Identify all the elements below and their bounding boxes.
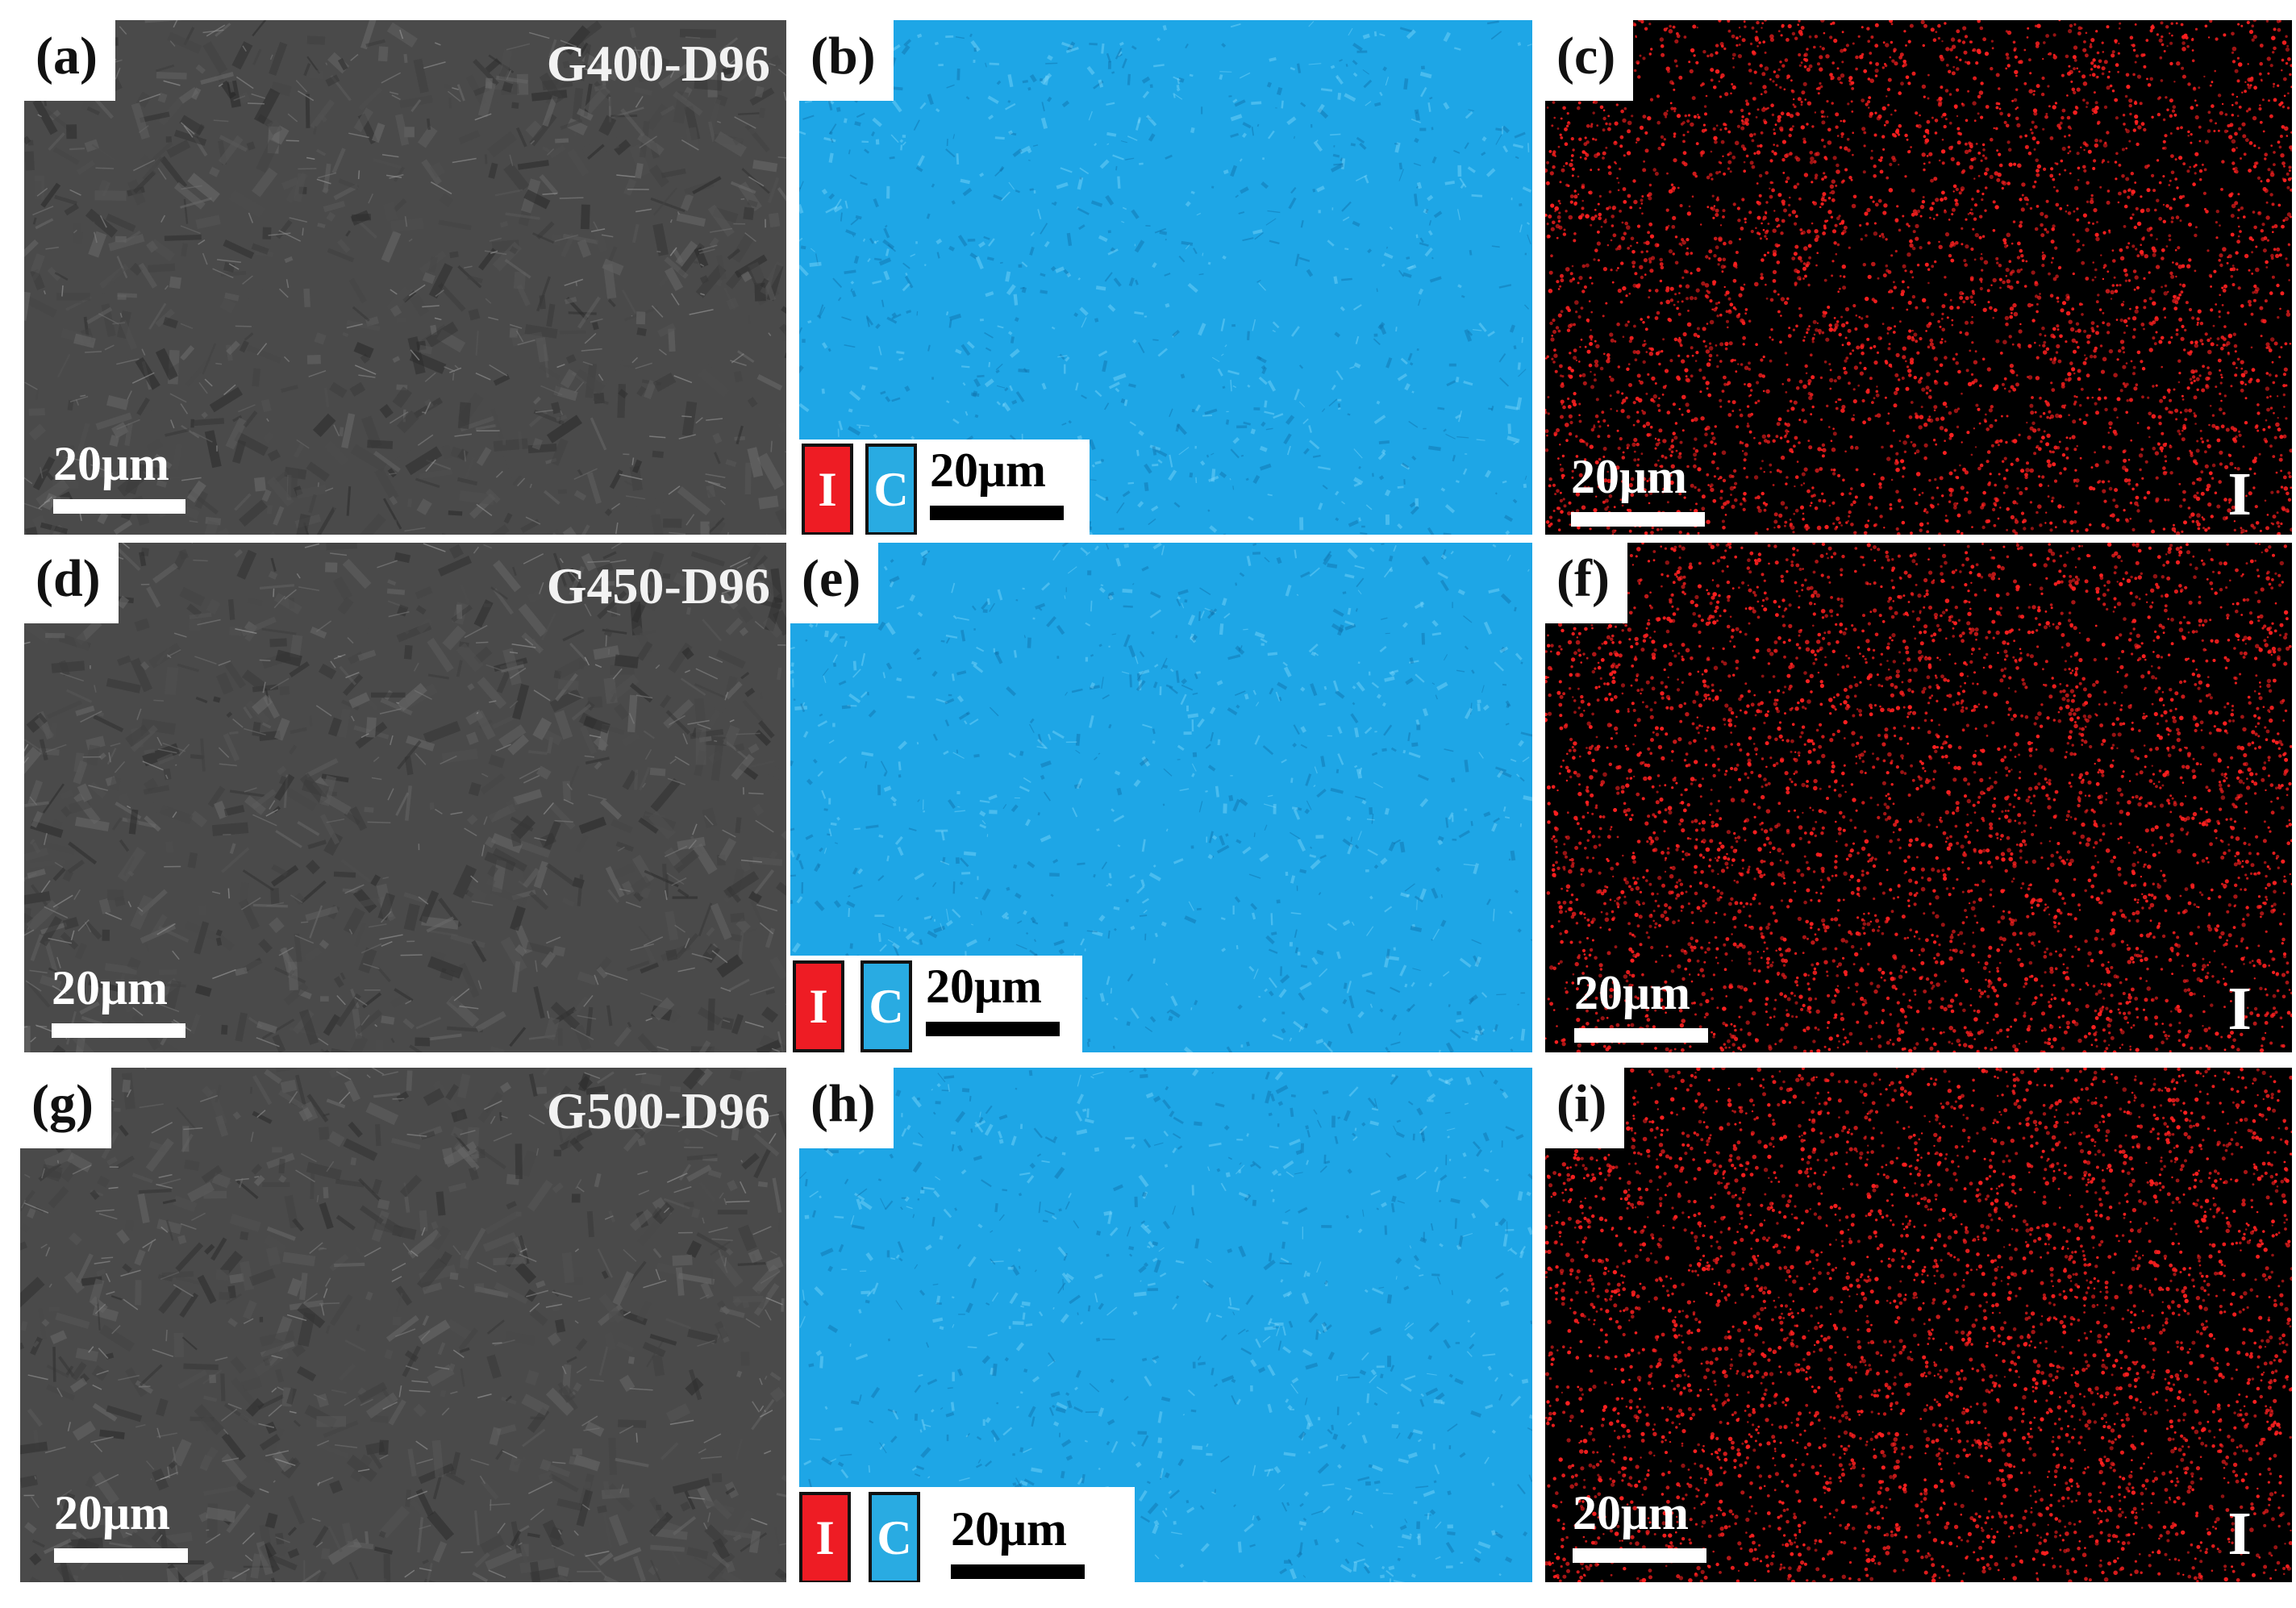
carbon-key-icon: C — [869, 1492, 920, 1582]
iodine-key-icon: I — [793, 960, 844, 1052]
sample-label: G400-D96 — [546, 35, 770, 92]
scale-bar: 20μm — [1574, 969, 1708, 1043]
scale-bar-text: 20μm — [53, 437, 169, 490]
panel-label: (h) — [799, 1068, 894, 1148]
carbon-key-icon: C — [860, 960, 912, 1052]
iodine-key-icon: I — [802, 444, 853, 535]
panel-label: (e) — [790, 543, 879, 623]
element-map-panel-f: (f) 20μm I — [1545, 543, 2292, 1052]
scale-bar-text: 20μm — [1573, 1486, 1689, 1539]
scale-bar: 20μm — [1573, 1489, 1706, 1563]
iodine-dot-map — [1545, 20, 2292, 535]
scale-bar: 20μm — [53, 439, 185, 514]
scale-bar-text: 20μm — [52, 961, 168, 1014]
scale-bar-line — [1574, 1028, 1708, 1043]
panel-label: (b) — [799, 20, 894, 101]
element-label: I — [2227, 975, 2252, 1043]
scale-bar-line — [52, 1023, 185, 1038]
scale-bar: 20μm — [52, 964, 185, 1038]
panel-label: (c) — [1545, 20, 1634, 101]
scale-bar-text: 20μm — [926, 960, 1042, 1013]
sem-micrograph — [24, 20, 786, 535]
sample-label: G500-D96 — [546, 1082, 770, 1139]
scale-bar: 20μm — [1571, 452, 1705, 527]
scale-bar: 20μm — [54, 1489, 188, 1563]
scale-bar: 20μm — [951, 1505, 1085, 1579]
panel-label: (i) — [1545, 1068, 1625, 1148]
panel-label: (f) — [1545, 543, 1627, 623]
scale-bar-text: 20μm — [1571, 450, 1687, 503]
scale-bar-text: 20μm — [54, 1486, 170, 1539]
iodine-dot-map — [1545, 543, 2292, 1052]
scale-bar-line — [1573, 1548, 1706, 1563]
iodine-dot-map — [1545, 1068, 2292, 1582]
sample-label: G450-D96 — [546, 557, 770, 614]
scale-bar-line — [53, 499, 185, 514]
scale-bar-text: 20μm — [930, 444, 1046, 497]
scale-bar-line — [926, 1022, 1060, 1036]
scale-bar-text: 20μm — [951, 1502, 1067, 1556]
scale-bar: 20μm — [930, 446, 1064, 520]
scale-bar-line — [54, 1548, 188, 1563]
sem-panel-g: (g) G500-D96 20μm — [20, 1068, 786, 1582]
scale-bar-line — [930, 506, 1064, 520]
overlay-panel-h: (h) I C 20μm — [799, 1068, 1532, 1582]
element-label: I — [2227, 1500, 2252, 1568]
scale-bar-text: 20μm — [1574, 966, 1690, 1019]
carbon-key-icon: C — [865, 444, 917, 535]
sem-micrograph — [20, 1068, 786, 1582]
sem-micrograph — [24, 543, 786, 1052]
panel-label: (a) — [24, 20, 115, 101]
iodine-key-icon: I — [799, 1492, 851, 1582]
overlay-panel-b: (b) I C 20μm — [799, 20, 1532, 535]
scale-bar: 20μm — [926, 962, 1060, 1036]
element-label: I — [2227, 460, 2252, 528]
panel-label: (d) — [24, 543, 119, 623]
scale-bar-line — [1571, 512, 1705, 527]
panel-label: (g) — [20, 1068, 111, 1148]
legend-box: I C 20μm — [799, 1487, 1135, 1582]
element-map-panel-c: (c) 20μm I — [1545, 20, 2292, 535]
overlay-panel-e: (e) I C 20μm — [790, 543, 1532, 1052]
element-map-panel-i: (i) 20μm I — [1545, 1068, 2292, 1582]
sem-panel-d: (d) G450-D96 20μm — [24, 543, 786, 1052]
scale-bar-line — [951, 1564, 1085, 1579]
legend-box: I C 20μm — [799, 439, 1090, 535]
legend-box: I C 20μm — [790, 956, 1082, 1052]
sem-panel-a: (a) G400-D96 20μm — [24, 20, 786, 535]
